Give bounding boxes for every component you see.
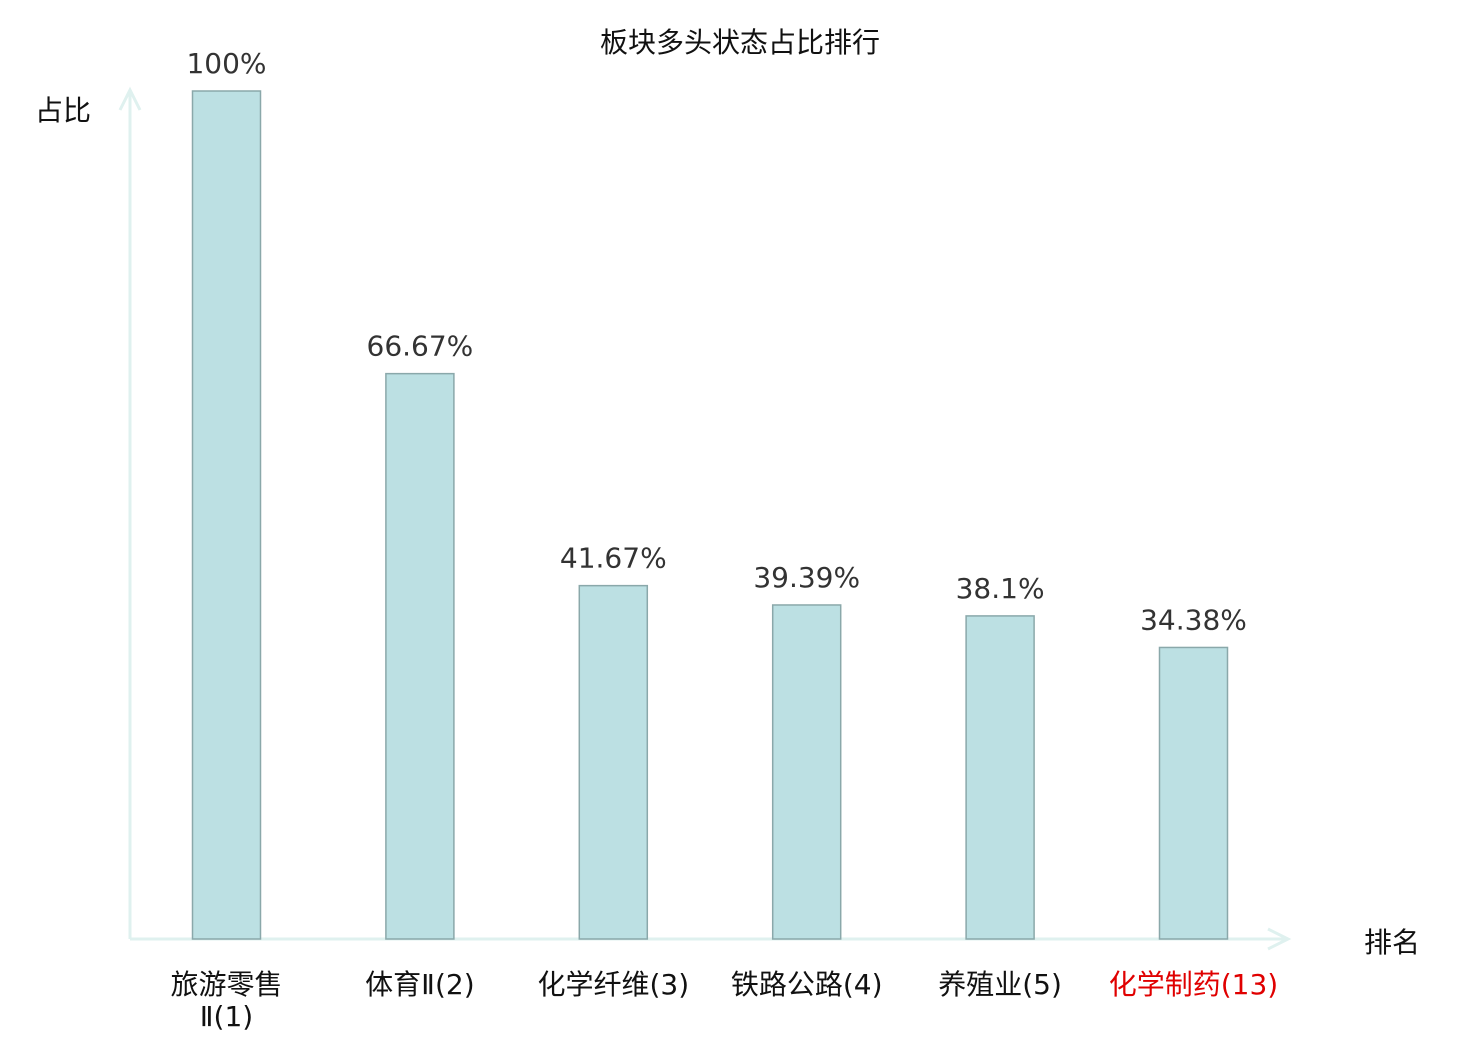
bar xyxy=(1158,646,1229,940)
chart-title: 板块多头状态占比排行 xyxy=(600,26,880,59)
data-label: 41.67% xyxy=(560,542,667,575)
bar xyxy=(771,604,842,940)
x-tick-label: 养殖业(5) xyxy=(938,968,1062,1001)
y-axis-arrow-icon xyxy=(118,86,142,111)
data-label: 39.39% xyxy=(753,561,860,594)
data-label: 100% xyxy=(186,47,266,80)
x-axis-label: 排名 xyxy=(1364,926,1420,959)
x-axis-arrow-icon xyxy=(1267,927,1292,951)
data-label: 34.38% xyxy=(1140,603,1247,636)
bar xyxy=(965,615,1035,940)
x-tick-label: 旅游零售 xyxy=(170,968,282,1001)
data-label: 66.67% xyxy=(367,330,474,363)
data-label: 38.1% xyxy=(956,572,1045,605)
x-tick-label: Ⅱ(1) xyxy=(200,1000,253,1033)
x-tick-label: 化学制药(13) xyxy=(1109,968,1278,1001)
x-tick-label: 铁路公路(4) xyxy=(731,968,883,1001)
bar xyxy=(578,584,649,940)
bar xyxy=(191,90,262,940)
bar xyxy=(385,372,455,940)
x-tick-label: 体育Ⅱ(2) xyxy=(365,968,474,1001)
x-tick-label: 化学纤维(3) xyxy=(537,968,689,1001)
y-axis-label: 占比 xyxy=(35,94,91,127)
